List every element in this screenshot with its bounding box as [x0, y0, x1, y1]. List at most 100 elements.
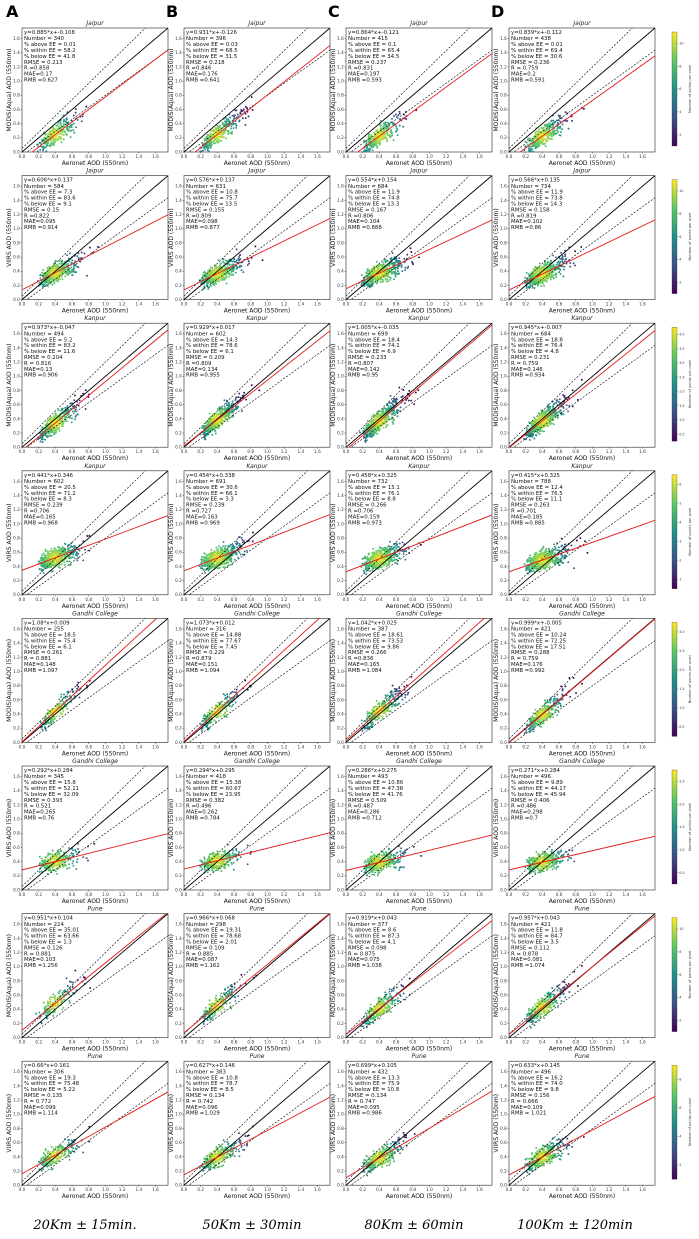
data-point	[396, 270, 399, 273]
x-tick-label: 1.4	[135, 302, 142, 307]
data-point	[364, 436, 367, 439]
y-axis-label: VIIRS AOD (550nm)	[168, 208, 175, 267]
data-point	[225, 282, 228, 285]
data-point	[45, 284, 48, 287]
data-point	[208, 286, 211, 289]
data-point	[390, 417, 393, 420]
data-point	[392, 268, 395, 271]
x-tick-label: 0.8	[572, 302, 579, 307]
data-point	[242, 271, 245, 274]
x-tick-label: 1.4	[297, 449, 304, 454]
data-point	[569, 262, 572, 265]
y-tick-label: 0.2	[175, 135, 182, 140]
x-tick-label: 0.4	[539, 154, 546, 159]
data-point	[398, 257, 401, 260]
data-point	[390, 268, 393, 271]
data-point	[554, 133, 557, 136]
data-point	[220, 277, 223, 280]
data-point	[235, 261, 238, 264]
data-point	[71, 405, 74, 408]
panel-title: Jaipur	[85, 168, 104, 175]
data-point	[97, 245, 99, 248]
data-point	[554, 274, 557, 276]
y-tick-label: 0.6	[13, 402, 20, 407]
data-point	[371, 285, 374, 287]
one-to-one-line	[22, 175, 168, 300]
data-point	[60, 275, 63, 278]
x-tick-label: 1.4	[135, 154, 142, 159]
data-point	[384, 278, 387, 281]
column-letter-b: B	[166, 2, 178, 21]
data-point	[204, 272, 207, 275]
y-tick-label: 1.4	[13, 50, 20, 55]
data-point	[397, 267, 399, 270]
data-point	[229, 116, 231, 119]
data-point	[71, 268, 73, 271]
ee-upper-line	[184, 175, 308, 297]
data-point	[235, 259, 238, 262]
x-tick-label: 0.4	[52, 449, 59, 454]
data-point	[51, 283, 54, 286]
data-point	[58, 429, 61, 432]
regression-line	[31, 49, 168, 152]
data-point	[234, 122, 237, 125]
data-point	[47, 133, 50, 136]
data-point	[41, 282, 44, 285]
stat-line: % below EE = 13.5	[186, 202, 237, 208]
data-point	[230, 274, 233, 277]
y-tick-label: 1.2	[337, 212, 344, 217]
data-point	[396, 134, 399, 137]
data-point	[69, 252, 71, 255]
data-point	[246, 264, 249, 266]
x-tick-label: 0.8	[247, 154, 254, 159]
x-tick-label: 0.0	[181, 302, 188, 307]
regression-equation: y=0.606*x+0.137	[24, 178, 73, 184]
data-point	[396, 415, 399, 418]
data-point	[223, 261, 226, 264]
data-point	[558, 134, 561, 137]
data-point	[48, 265, 51, 268]
data-point	[238, 254, 241, 257]
data-point	[375, 260, 378, 263]
data-point	[227, 133, 229, 135]
stat-line: Number = 396	[186, 36, 226, 42]
y-tick-label: 0.4	[13, 416, 20, 421]
data-point	[557, 271, 560, 274]
data-point	[244, 117, 247, 120]
stat-line: % within EE = 58.2	[24, 48, 76, 54]
data-point	[230, 125, 233, 128]
stat-line: RMB =0.641	[186, 78, 220, 84]
stat-line: MAE=0.2	[511, 72, 536, 78]
data-point	[404, 269, 407, 271]
x-tick-label: 1.4	[622, 154, 629, 159]
y-tick-label: 0.0	[500, 149, 507, 154]
x-tick-label: 1.6	[152, 302, 159, 307]
data-point	[560, 251, 563, 254]
data-point	[367, 147, 370, 150]
data-point	[42, 269, 44, 272]
data-point	[223, 399, 226, 402]
data-point	[369, 135, 372, 138]
data-point	[204, 424, 207, 427]
regression-line	[22, 214, 168, 291]
x-tick-label: 0.0	[181, 449, 188, 454]
data-point	[225, 276, 228, 279]
data-point	[555, 276, 558, 278]
data-point	[210, 129, 212, 132]
ee-upper-line	[22, 28, 146, 149]
data-point	[247, 115, 250, 118]
y-tick-label: 0.2	[13, 430, 20, 435]
x-tick-label: 0.8	[572, 154, 579, 159]
data-point	[61, 422, 64, 425]
data-point	[60, 262, 63, 265]
data-point	[66, 405, 69, 408]
regression-equation: y=0.864*x+-0.121	[348, 30, 399, 36]
data-point	[550, 120, 552, 123]
y-tick-label: 0.0	[500, 297, 507, 302]
stat-line: R =0.822	[24, 213, 49, 219]
y-tick-label: 0.2	[337, 135, 344, 140]
y-axis-label: VIIRS AOD (550nm)	[6, 208, 13, 267]
data-point	[385, 426, 388, 428]
y-tick-label: 1.4	[13, 345, 20, 350]
plot-area	[184, 175, 330, 300]
